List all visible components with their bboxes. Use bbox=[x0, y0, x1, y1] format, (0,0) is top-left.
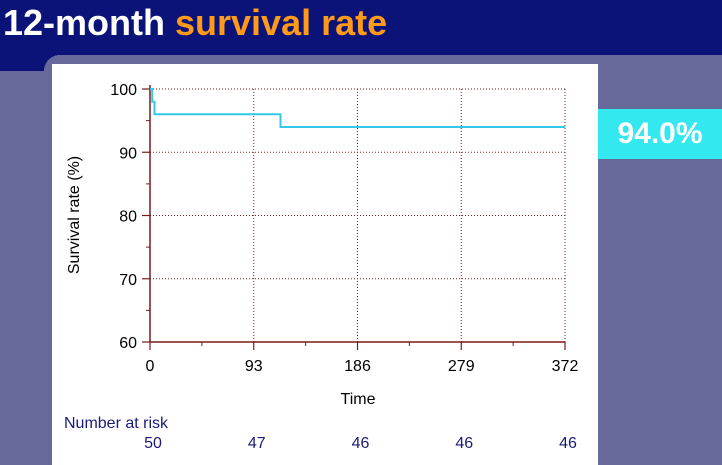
x-tick-label: 0 bbox=[146, 358, 155, 375]
y-axis-label: Survival rate (%) bbox=[66, 156, 83, 274]
y-tick-label: 100 bbox=[110, 82, 137, 99]
risk-value: 50 bbox=[144, 435, 162, 452]
slide-title: 12-month survival rate bbox=[3, 3, 387, 43]
y-tick-label: 70 bbox=[119, 272, 137, 289]
y-tick-label: 60 bbox=[119, 335, 137, 352]
title-part-1: 12-month bbox=[3, 2, 176, 43]
survival-rate-badge: 94.0% bbox=[598, 109, 722, 159]
risk-value: 46 bbox=[559, 435, 577, 452]
axes bbox=[149, 85, 565, 343]
title-part-2: survival rate bbox=[175, 2, 388, 43]
title-bar: 12-month survival rate bbox=[0, 0, 722, 71]
x-tick-label: 279 bbox=[448, 358, 475, 375]
risk-value: 46 bbox=[455, 435, 473, 452]
survival-curve bbox=[150, 88, 565, 128]
x-tick-label: 93 bbox=[245, 358, 263, 375]
x-tick-label: 186 bbox=[344, 358, 371, 375]
tick-marks bbox=[142, 88, 566, 350]
series-group bbox=[150, 88, 565, 128]
chart-panel bbox=[52, 64, 598, 465]
x-tick-label: 372 bbox=[552, 358, 579, 375]
grid-lines bbox=[150, 88, 566, 342]
y-tick-label: 80 bbox=[119, 209, 137, 226]
x-axis-label: Time bbox=[341, 391, 376, 408]
number-at-risk-values: 50 47 46 46 46 bbox=[144, 435, 577, 452]
tick-labels: 60 70 80 90 100 0 93 186 279 372 bbox=[110, 82, 578, 375]
risk-value: 47 bbox=[248, 435, 266, 452]
number-at-risk-label: Number at risk bbox=[64, 415, 169, 432]
y-tick-label: 90 bbox=[119, 145, 137, 162]
risk-value: 46 bbox=[352, 435, 370, 452]
